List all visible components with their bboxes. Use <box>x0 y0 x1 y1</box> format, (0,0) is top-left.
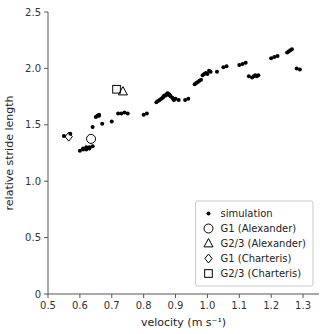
point <box>97 113 101 117</box>
x-tick <box>175 294 176 298</box>
x-tick-label: 1.0 <box>199 300 215 311</box>
y-tick <box>44 294 48 295</box>
legend-label: G1 (Charteris) <box>220 253 291 264</box>
point <box>177 98 181 102</box>
point <box>91 144 95 148</box>
x-axis-line <box>48 294 319 295</box>
point <box>100 122 104 126</box>
point <box>118 87 127 95</box>
x-tick <box>79 294 80 298</box>
y-tick-label: 1.0 <box>25 176 41 187</box>
x-tick-label: 1.1 <box>231 300 247 311</box>
series <box>65 132 72 141</box>
series <box>87 134 96 143</box>
point <box>91 125 95 129</box>
point <box>186 97 190 101</box>
x-tick-label: 0.9 <box>168 300 184 311</box>
point <box>244 61 248 65</box>
legend-marker <box>206 212 210 216</box>
legend-marker <box>205 254 212 263</box>
point <box>215 70 219 74</box>
x-tick-label: 1.3 <box>295 300 311 311</box>
point <box>290 47 294 51</box>
legend-frame <box>195 201 313 286</box>
y-tick-label: 0.5 <box>25 232 41 243</box>
y-tick-label: 0 <box>35 289 41 300</box>
point <box>65 132 72 141</box>
axes: 0.50.60.70.80.91.01.11.21.300.51.01.52.0… <box>25 7 319 312</box>
series <box>62 47 302 153</box>
y-tick-label: 2.5 <box>25 7 41 18</box>
y-axis-line <box>48 12 49 294</box>
x-tick <box>207 294 208 298</box>
y-axis-label: relative stride length <box>3 96 16 211</box>
point <box>145 112 149 116</box>
chart: 0.50.60.70.80.91.01.11.21.300.51.01.52.0… <box>0 0 331 334</box>
y-tick-label: 2.0 <box>25 63 41 74</box>
x-tick <box>143 294 144 298</box>
y-tick <box>44 68 48 69</box>
legend-label: simulation <box>220 208 272 219</box>
x-axis-label: velocity (m s⁻¹) <box>141 316 226 329</box>
point <box>276 54 280 58</box>
x-tick-label: 0.8 <box>136 300 152 311</box>
point <box>126 112 130 116</box>
point <box>199 78 203 82</box>
point <box>87 134 96 143</box>
legend-label: G2/3 (Charteris) <box>220 268 301 279</box>
y-tick-label: 1.5 <box>25 119 41 130</box>
y-tick <box>44 12 48 13</box>
x-tick <box>48 294 49 298</box>
point <box>225 64 229 68</box>
x-tick-label: 1.2 <box>263 300 279 311</box>
x-tick <box>111 294 112 298</box>
legend-marker <box>205 270 213 278</box>
x-tick-label: 0.6 <box>72 300 88 311</box>
point <box>298 68 302 72</box>
y-tick <box>44 237 48 238</box>
point <box>110 119 114 123</box>
legend-label: G1 (Alexander) <box>220 223 296 234</box>
x-tick <box>239 294 240 298</box>
y-tick <box>44 181 48 182</box>
legend-marker <box>204 239 213 247</box>
legend: simulation G1 (Alexander) G2/3 (Alexander)… <box>195 201 313 286</box>
series <box>113 85 121 93</box>
x-tick-label: 0.7 <box>104 300 120 311</box>
x-tick <box>271 294 272 298</box>
point <box>256 73 260 77</box>
series <box>118 87 127 95</box>
y-tick <box>44 124 48 125</box>
point <box>113 85 121 93</box>
point <box>209 70 213 74</box>
x-tick-label: 0.5 <box>40 300 56 311</box>
x-tick <box>303 294 304 298</box>
legend-label: G2/3 (Alexander) <box>220 238 306 249</box>
legend-marker <box>204 224 213 233</box>
plot-area <box>62 47 302 153</box>
